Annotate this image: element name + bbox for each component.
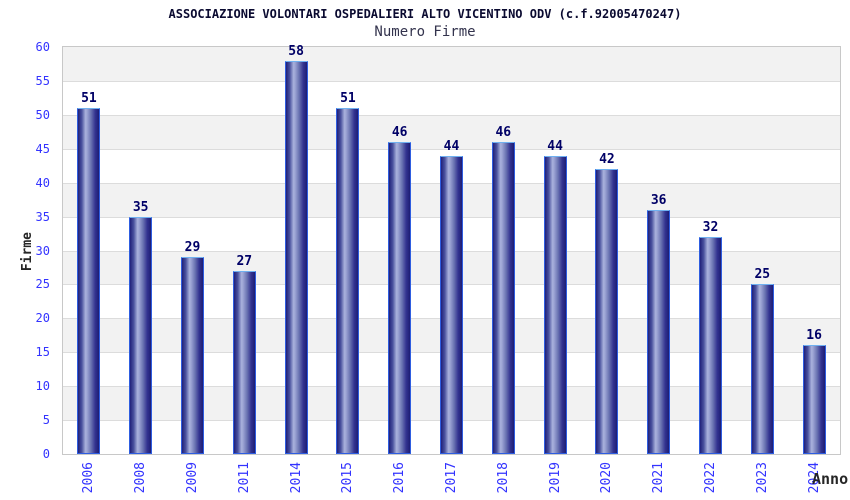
grid-line xyxy=(63,148,840,150)
x-axis-title: Anno xyxy=(812,470,849,488)
x-axis-tick-label: 2016 xyxy=(392,462,408,494)
x-axis-tick-label: 2006 xyxy=(81,462,97,494)
bar-value-label: 32 xyxy=(702,219,719,235)
y-axis-tick-label: 5 xyxy=(42,413,50,428)
y-axis-tick-label: 15 xyxy=(35,345,50,360)
y-axis-tick-label: 0 xyxy=(42,447,50,461)
bar xyxy=(699,236,722,454)
x-axis-tick-label: 2015 xyxy=(340,462,356,494)
bar-value-label: 46 xyxy=(495,124,512,140)
bar xyxy=(440,155,463,454)
bar xyxy=(388,141,412,454)
y-axis-tick-label: 45 xyxy=(35,141,50,156)
x-axis-tick-label: 2008 xyxy=(133,462,149,494)
y-axis-tick-label: 20 xyxy=(35,311,50,326)
bar xyxy=(181,257,204,454)
x-axis-tick-label: 2014 xyxy=(288,462,304,494)
bar xyxy=(750,284,774,454)
x-axis-tick-label: 2009 xyxy=(185,462,200,494)
bar-value-label: 27 xyxy=(236,253,253,269)
y-axis-tick-label: 10 xyxy=(35,379,50,394)
bar-value-label: 44 xyxy=(443,138,460,154)
bar xyxy=(647,209,671,454)
grid-line xyxy=(63,80,840,82)
y-axis-tick-label: 50 xyxy=(35,107,50,122)
bar-value-label: 16 xyxy=(806,328,822,344)
x-axis-tick-label: 2011 xyxy=(236,462,252,494)
bar-value-label: 58 xyxy=(288,43,304,59)
bar-value-label: 35 xyxy=(132,199,149,215)
grid-line xyxy=(63,114,840,116)
bar-value-label: 42 xyxy=(599,152,615,168)
y-axis-tick-label: 30 xyxy=(35,243,50,258)
bar-value-label: 29 xyxy=(184,240,201,256)
bar xyxy=(129,216,153,454)
y-axis-tick-label: 40 xyxy=(35,175,50,190)
x-axis-tick-label: 2021 xyxy=(651,462,667,494)
bar-value-label: 44 xyxy=(547,138,563,154)
plot-area: 51 35 29 27 58 51 46 44 46 44 42 36 32 25 16 xyxy=(62,43,841,455)
y-axis-tick-label: 55 xyxy=(35,73,50,88)
bar-value-label: 25 xyxy=(754,267,771,283)
chart-subtitle: Numero Firme xyxy=(374,24,476,40)
bar-value-label: 51 xyxy=(81,91,97,107)
x-axis-tick-label: 2017 xyxy=(444,462,459,494)
x-axis-tick-label: 2023 xyxy=(754,462,770,494)
grid-band xyxy=(63,114,840,149)
bar xyxy=(232,270,256,454)
bar xyxy=(491,141,515,454)
bar-value-label: 36 xyxy=(650,192,667,208)
bar xyxy=(336,108,360,454)
y-axis-tick-label: 35 xyxy=(35,209,50,224)
y-axis-tick-label: 25 xyxy=(35,277,50,292)
grid-band xyxy=(63,47,840,81)
x-axis-tick-label: 2022 xyxy=(703,462,718,494)
bar xyxy=(284,60,308,454)
bar-value-label: 46 xyxy=(391,124,408,140)
bar-value-label: 51 xyxy=(340,91,356,107)
y-axis-tick-label: 60 xyxy=(35,40,50,54)
x-axis-tick-label: 2020 xyxy=(599,462,615,494)
grid-band xyxy=(63,80,840,115)
bar xyxy=(543,155,567,454)
bar xyxy=(802,345,826,454)
bar xyxy=(77,108,101,454)
chart-title: ASSOCIAZIONE VOLONTARI OSPEDALIERI ALTO … xyxy=(168,7,682,21)
x-axis-tick-label: 2019 xyxy=(547,462,563,494)
x-axis-tick-label: 2018 xyxy=(495,462,511,494)
bar xyxy=(595,169,619,454)
